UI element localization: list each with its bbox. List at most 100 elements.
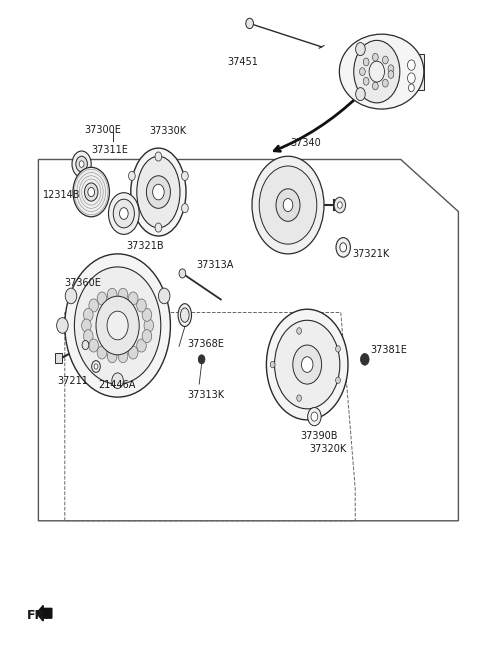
Text: 37313K: 37313K <box>187 390 224 400</box>
Circle shape <box>74 267 161 384</box>
Circle shape <box>336 377 340 383</box>
Circle shape <box>372 82 378 90</box>
Circle shape <box>72 151 91 177</box>
Circle shape <box>311 412 318 421</box>
Circle shape <box>181 204 188 213</box>
Circle shape <box>82 319 91 332</box>
Circle shape <box>120 208 128 219</box>
Circle shape <box>356 42 365 55</box>
Circle shape <box>297 327 301 334</box>
Circle shape <box>108 288 117 301</box>
Circle shape <box>153 184 164 200</box>
Circle shape <box>301 357 313 372</box>
Circle shape <box>129 171 135 180</box>
Circle shape <box>360 353 369 365</box>
Ellipse shape <box>339 34 424 109</box>
Text: 37330K: 37330K <box>150 126 187 136</box>
Circle shape <box>82 340 89 350</box>
Circle shape <box>369 61 384 82</box>
Text: 37368E: 37368E <box>187 339 224 350</box>
Circle shape <box>363 77 369 85</box>
Circle shape <box>252 156 324 254</box>
Circle shape <box>181 171 188 180</box>
Circle shape <box>363 58 369 66</box>
Circle shape <box>94 364 98 369</box>
Circle shape <box>144 319 154 332</box>
Polygon shape <box>38 159 458 521</box>
Circle shape <box>118 350 128 363</box>
Circle shape <box>65 254 170 397</box>
Circle shape <box>383 56 388 64</box>
Circle shape <box>108 193 139 234</box>
Circle shape <box>107 311 128 340</box>
Circle shape <box>129 292 138 305</box>
Circle shape <box>137 339 146 352</box>
Text: 37321B: 37321B <box>126 241 164 251</box>
Ellipse shape <box>131 148 186 236</box>
Text: 37381E: 37381E <box>371 344 408 355</box>
FancyArrow shape <box>36 605 52 621</box>
Circle shape <box>270 361 275 368</box>
Text: 37321K: 37321K <box>352 249 389 259</box>
Text: FR.: FR. <box>26 609 49 622</box>
Circle shape <box>65 288 77 304</box>
Circle shape <box>84 329 93 342</box>
FancyBboxPatch shape <box>406 54 424 90</box>
Circle shape <box>337 202 342 208</box>
Circle shape <box>96 296 139 355</box>
Circle shape <box>336 238 350 257</box>
Circle shape <box>283 199 293 212</box>
Circle shape <box>336 346 340 352</box>
Circle shape <box>79 161 84 167</box>
Circle shape <box>142 329 152 342</box>
Circle shape <box>340 243 347 252</box>
Circle shape <box>155 152 162 161</box>
Circle shape <box>388 70 394 78</box>
Text: 37390B: 37390B <box>300 431 337 441</box>
Circle shape <box>354 40 400 103</box>
Circle shape <box>198 355 205 364</box>
Circle shape <box>73 167 109 217</box>
Circle shape <box>92 361 100 372</box>
Circle shape <box>308 408 321 426</box>
Circle shape <box>246 18 253 29</box>
Circle shape <box>112 373 123 389</box>
Text: 37311E: 37311E <box>91 145 128 155</box>
Text: 37211: 37211 <box>58 376 88 386</box>
Circle shape <box>259 166 317 244</box>
Text: 37320K: 37320K <box>310 444 347 454</box>
Circle shape <box>388 65 394 73</box>
Circle shape <box>383 79 388 87</box>
Circle shape <box>356 88 365 101</box>
Text: 37451: 37451 <box>227 57 258 67</box>
Ellipse shape <box>178 303 192 327</box>
Circle shape <box>118 288 128 301</box>
Circle shape <box>408 60 415 70</box>
Circle shape <box>84 309 93 322</box>
Ellipse shape <box>137 156 180 228</box>
Circle shape <box>137 299 146 312</box>
Circle shape <box>293 345 322 384</box>
Circle shape <box>372 53 378 61</box>
Circle shape <box>108 350 117 363</box>
Circle shape <box>275 320 340 409</box>
Circle shape <box>97 346 107 359</box>
Circle shape <box>129 346 138 359</box>
Circle shape <box>266 309 348 420</box>
Circle shape <box>97 292 107 305</box>
Circle shape <box>297 395 301 402</box>
Text: 21446A: 21446A <box>98 380 136 390</box>
Ellipse shape <box>180 308 189 322</box>
Circle shape <box>84 183 98 201</box>
Text: 37340: 37340 <box>290 138 321 148</box>
Circle shape <box>76 156 87 172</box>
Circle shape <box>179 269 186 278</box>
Circle shape <box>89 339 98 352</box>
Text: 37360E: 37360E <box>65 278 102 288</box>
Circle shape <box>113 199 134 228</box>
Circle shape <box>88 187 95 197</box>
Circle shape <box>155 223 162 232</box>
Circle shape <box>276 189 300 221</box>
Circle shape <box>408 84 414 92</box>
FancyBboxPatch shape <box>55 353 62 363</box>
